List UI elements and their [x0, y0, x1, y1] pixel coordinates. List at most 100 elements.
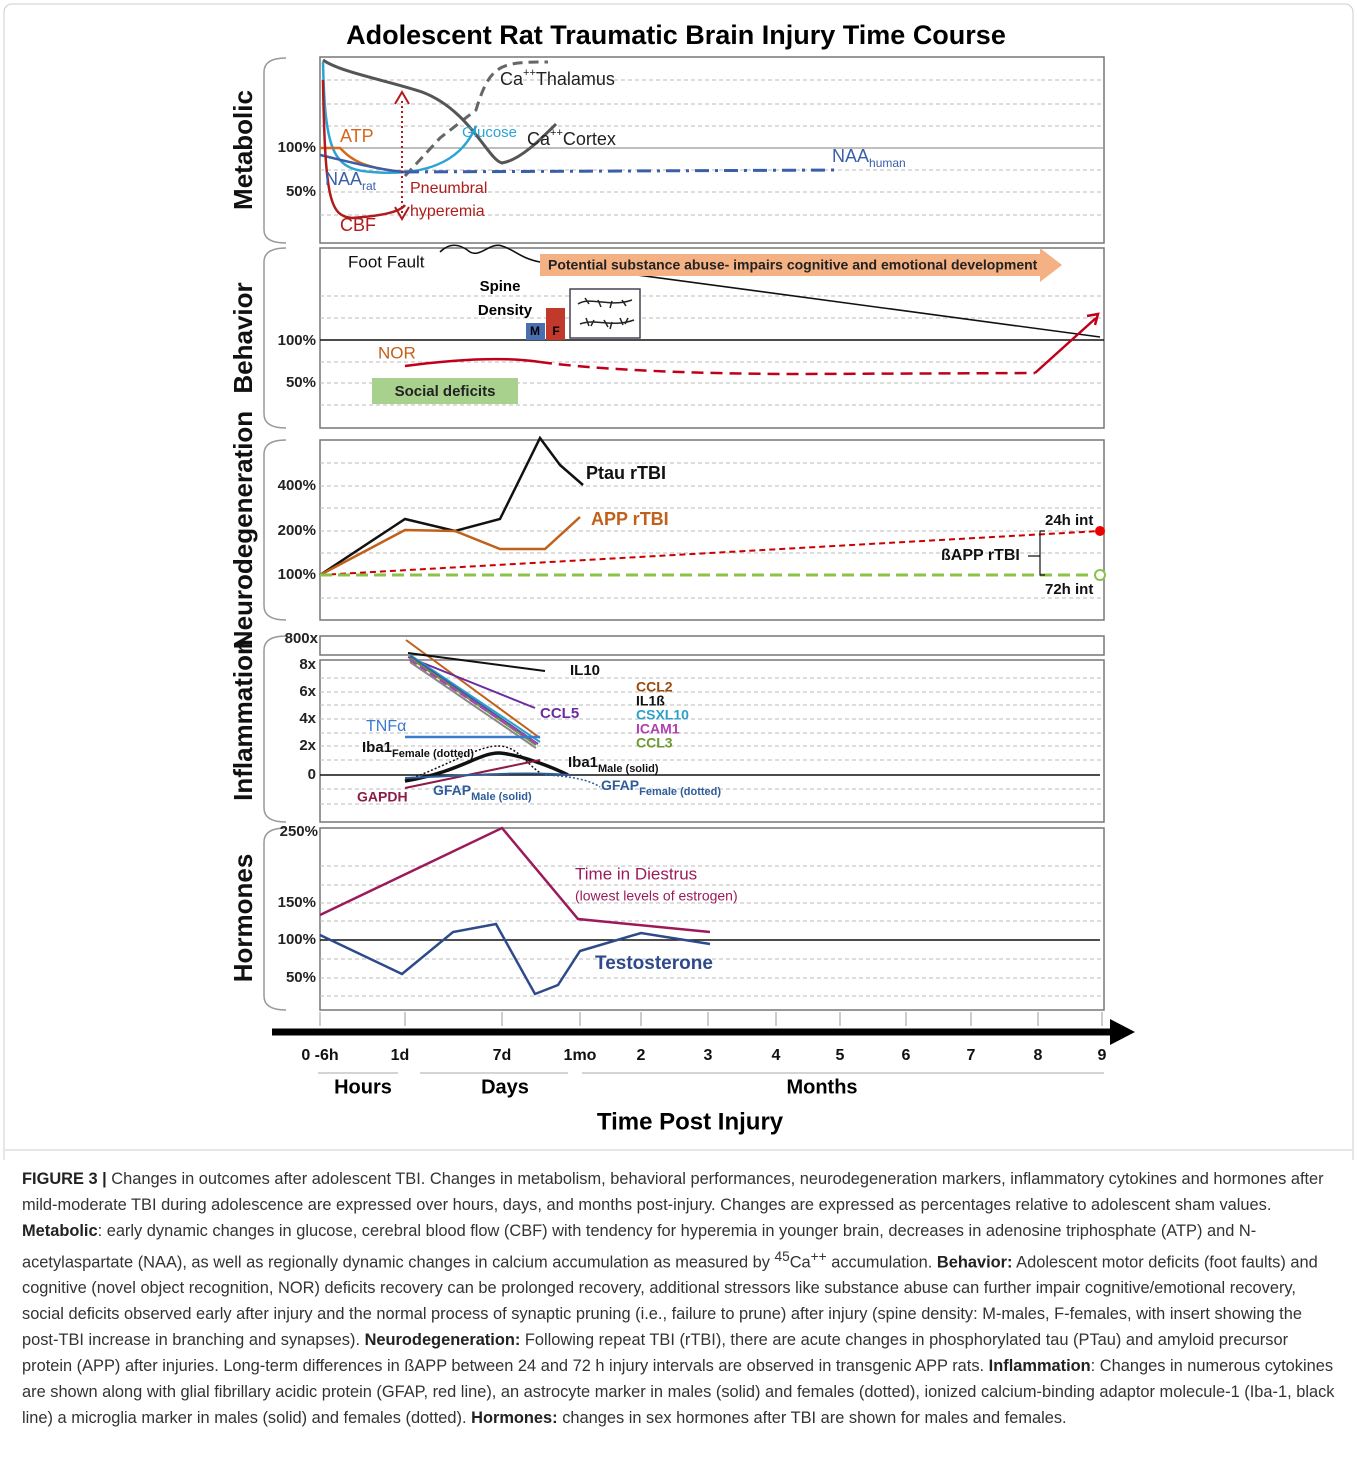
axis-title: Time Post Injury	[597, 1108, 784, 1135]
label: Pneumbral	[410, 180, 487, 197]
y-tick-label: 2x	[299, 737, 316, 754]
label: NOR	[378, 343, 416, 362]
panel	[320, 636, 1104, 655]
label: 24h int	[1045, 512, 1093, 529]
label-sub: human	[869, 156, 906, 170]
caption-text: changes in sex hormones after TBI are sh…	[562, 1409, 1066, 1427]
label-sub: Female (dotted)	[639, 786, 721, 798]
panel-name: Neurodegeneration	[228, 411, 258, 649]
caption-heading: Metabolic	[22, 1222, 98, 1240]
y-tick-label: 50%	[286, 183, 316, 200]
label: CCL5	[540, 705, 579, 722]
y-tick-label: 100%	[278, 139, 316, 156]
label: ATP	[340, 126, 374, 146]
y-tick-label: 150%	[278, 894, 316, 911]
x-tick-label: 8	[1034, 1047, 1043, 1064]
label: M	[530, 324, 540, 338]
label: (lowest levels of estrogen)	[575, 888, 738, 904]
label: ßAPP rTBI	[941, 547, 1020, 564]
caption-heading: Hormones:	[471, 1409, 558, 1427]
caption-sup: 45	[775, 1249, 790, 1264]
label: Time in Diestrus	[575, 864, 697, 883]
label: 72h int	[1045, 581, 1093, 598]
period-label: Days	[481, 1076, 529, 1098]
label: IL10	[570, 662, 600, 679]
caption: FIGURE 3 | Changes in outcomes after ado…	[22, 1166, 1340, 1431]
bracket	[264, 636, 286, 822]
label: Social deficits	[395, 383, 496, 400]
label: Ca++Cortex	[527, 127, 616, 149]
y-tick-label: 50%	[286, 969, 316, 986]
insert	[570, 289, 640, 338]
caption-sup: ++	[811, 1249, 827, 1264]
label: CCL3	[636, 735, 673, 751]
axis-ticks	[320, 1012, 1102, 1026]
x-tick-label: 1d	[391, 1047, 410, 1064]
y-tick-label: 6x	[299, 683, 316, 700]
panel-name: Behavior	[228, 282, 258, 393]
caption-heading: Inflammation	[989, 1357, 1091, 1375]
label: APP rTBI	[591, 509, 669, 529]
figure-title: Adolescent Rat Traumatic Brain Injury Ti…	[346, 20, 1006, 50]
x-tick-label: 4	[772, 1047, 781, 1064]
y-tick-label: 8x	[299, 656, 316, 673]
x-tick-label: 0 -6h	[301, 1047, 338, 1064]
label-part: NAA	[325, 169, 362, 189]
x-tick-label: 3	[704, 1047, 713, 1064]
x-tick-label: 2	[637, 1047, 646, 1064]
y-tick-label: 800x	[285, 630, 319, 647]
y-tick-label: 100%	[278, 566, 316, 583]
label: Density	[478, 302, 533, 319]
panel-name: Hormones	[228, 854, 258, 983]
y-tick-label: 250%	[280, 823, 318, 840]
label-part: Ca	[500, 69, 524, 89]
label-part: GFAP	[601, 777, 639, 793]
label-sup: ++	[523, 67, 536, 79]
y-tick-label: 0	[308, 766, 316, 783]
label: hyperemia	[410, 203, 485, 220]
period-label: Hours	[334, 1076, 392, 1098]
label: Ptau rTBI	[586, 463, 666, 483]
y-tick-label: 100%	[278, 931, 316, 948]
label-part: NAA	[832, 146, 869, 166]
caption-heading: Behavior:	[937, 1253, 1013, 1271]
label: F	[552, 324, 559, 338]
label-part: Ca	[527, 129, 551, 149]
label-part: Iba1	[362, 739, 392, 756]
label: Potential substance abuse- impairs cogni…	[548, 257, 1038, 273]
label: Testosterone	[595, 953, 713, 974]
bracket	[264, 828, 286, 1010]
end-point	[1095, 526, 1105, 536]
y-tick-label: 400%	[278, 477, 316, 494]
label-part: Thalamus	[536, 69, 615, 89]
end-point	[1095, 570, 1105, 580]
period-label: Months	[786, 1076, 857, 1098]
label-sup: ++	[550, 127, 563, 139]
label-part: Cortex	[563, 129, 616, 149]
x-tick-label: 7	[967, 1047, 976, 1064]
label-sub: Male (solid)	[471, 791, 532, 803]
label: TNFα	[366, 718, 406, 735]
figure: Adolescent Rat Traumatic Brain Injury Ti…	[0, 0, 1357, 1160]
arrowhead	[1110, 1019, 1135, 1045]
y-tick-label: 4x	[299, 710, 316, 727]
panel	[320, 828, 1104, 1010]
y-tick-label: 200%	[278, 522, 316, 539]
label-sub: rat	[362, 179, 377, 193]
label: Ca++Thalamus	[500, 67, 615, 89]
x-tick-label: 1mo	[564, 1047, 597, 1064]
label-sub: Female (dotted)	[392, 748, 474, 760]
caption-text: accumulation.	[831, 1253, 932, 1271]
x-tick-label: 9	[1098, 1047, 1107, 1064]
caption-heading: Neurodegeneration:	[365, 1331, 521, 1349]
x-tick-label: 6	[902, 1047, 911, 1064]
x-tick-label: 5	[836, 1047, 845, 1064]
label: GAPDH	[357, 789, 408, 805]
y-tick-label: 100%	[278, 332, 316, 349]
caption-text: Ca	[790, 1253, 811, 1271]
label: Spine	[480, 278, 521, 295]
caption-text: Changes in outcomes after adolescent TBI…	[22, 1170, 1324, 1214]
panel-name: Inflammation	[228, 639, 258, 801]
panel-name: Metabolic	[228, 90, 258, 210]
label-part: GFAP	[433, 782, 471, 798]
